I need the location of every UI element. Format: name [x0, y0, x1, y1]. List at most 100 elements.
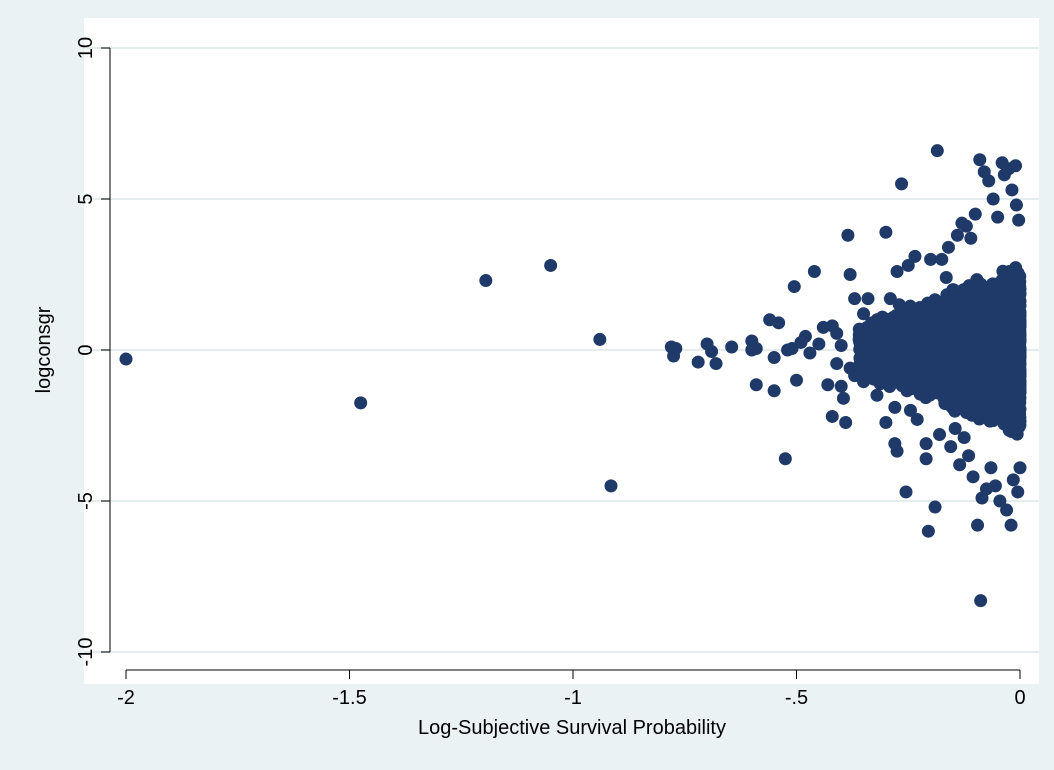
data-point — [883, 323, 897, 337]
data-point — [725, 340, 739, 354]
data-point — [354, 396, 368, 410]
x-tick-label: 0 — [1014, 687, 1025, 709]
data-point — [982, 294, 996, 308]
data-point — [988, 479, 1002, 493]
data-point — [1013, 418, 1027, 432]
data-point — [919, 437, 933, 451]
data-point — [973, 153, 987, 167]
data-point — [921, 524, 935, 538]
data-point — [798, 329, 812, 343]
data-point — [936, 304, 950, 318]
data-point — [953, 458, 967, 472]
data-points — [119, 144, 1027, 608]
data-point — [957, 431, 971, 445]
data-point — [968, 390, 982, 404]
data-point — [989, 341, 1003, 355]
data-point — [790, 373, 803, 387]
data-point — [932, 314, 946, 328]
data-point — [889, 363, 903, 377]
data-point — [993, 494, 1007, 508]
data-point — [1013, 357, 1027, 371]
data-point — [939, 271, 953, 285]
data-point — [895, 343, 909, 357]
y-tick-label: 10 — [75, 37, 97, 59]
data-point — [917, 319, 931, 333]
data-point — [879, 415, 893, 429]
data-point — [964, 231, 978, 245]
data-point — [984, 461, 998, 475]
data-point — [1005, 183, 1019, 197]
data-point — [691, 355, 705, 369]
data-point — [925, 349, 939, 363]
y-axis-title: logconsgr — [33, 306, 55, 393]
data-point — [901, 312, 915, 326]
data-point — [950, 228, 964, 242]
data-point — [993, 321, 1007, 335]
data-point — [870, 388, 884, 402]
data-point — [956, 379, 970, 393]
data-point — [807, 264, 821, 278]
data-point — [900, 363, 914, 377]
data-point — [929, 295, 943, 309]
data-point — [821, 378, 835, 392]
data-point — [839, 415, 853, 429]
data-point — [918, 380, 932, 394]
data-point — [953, 337, 967, 351]
data-point — [604, 479, 618, 493]
data-point — [982, 363, 996, 377]
data-point — [1011, 485, 1025, 499]
data-point — [930, 144, 944, 158]
data-point — [767, 351, 781, 365]
data-point — [919, 306, 933, 320]
y-tick-label: 5 — [75, 193, 97, 204]
data-point — [933, 377, 947, 391]
data-point — [868, 333, 882, 347]
data-point — [865, 348, 879, 362]
data-point — [861, 292, 875, 306]
data-point — [895, 177, 909, 191]
data-point — [917, 365, 931, 379]
data-point — [1009, 159, 1023, 173]
data-point — [941, 389, 955, 403]
data-point — [971, 291, 985, 305]
data-point — [843, 268, 857, 281]
data-point — [830, 357, 844, 371]
data-point — [834, 338, 848, 352]
data-point — [979, 405, 993, 419]
data-point — [935, 252, 949, 266]
data-point — [841, 228, 855, 242]
data-point — [705, 345, 719, 359]
data-point — [1012, 312, 1026, 326]
data-point — [778, 452, 792, 466]
data-point — [901, 258, 915, 272]
data-point — [879, 225, 893, 239]
data-point — [857, 307, 871, 321]
data-point — [749, 378, 763, 392]
data-point — [767, 384, 781, 398]
data-point — [924, 252, 938, 266]
data-point — [669, 341, 683, 355]
data-point — [749, 341, 763, 355]
data-point — [991, 210, 1005, 224]
data-point — [952, 393, 966, 407]
x-tick-label: -2 — [117, 687, 135, 709]
data-point — [1004, 304, 1018, 318]
data-point — [948, 422, 962, 436]
data-point — [962, 449, 976, 463]
y-tick-label: -5 — [75, 492, 97, 510]
data-point — [1013, 461, 1027, 475]
data-point — [709, 357, 723, 371]
x-tick-labels: -2 -1.5 -1 -.5 0 — [117, 687, 1025, 709]
data-point — [1004, 341, 1018, 355]
data-point — [940, 288, 954, 302]
data-point — [964, 320, 978, 334]
x-tick-label: -1.5 — [332, 687, 366, 709]
data-point — [968, 207, 982, 221]
data-point — [941, 240, 955, 254]
data-point — [968, 362, 982, 376]
data-point — [910, 412, 924, 426]
data-point — [938, 350, 952, 364]
data-point — [903, 299, 917, 313]
data-point — [1012, 213, 1026, 227]
